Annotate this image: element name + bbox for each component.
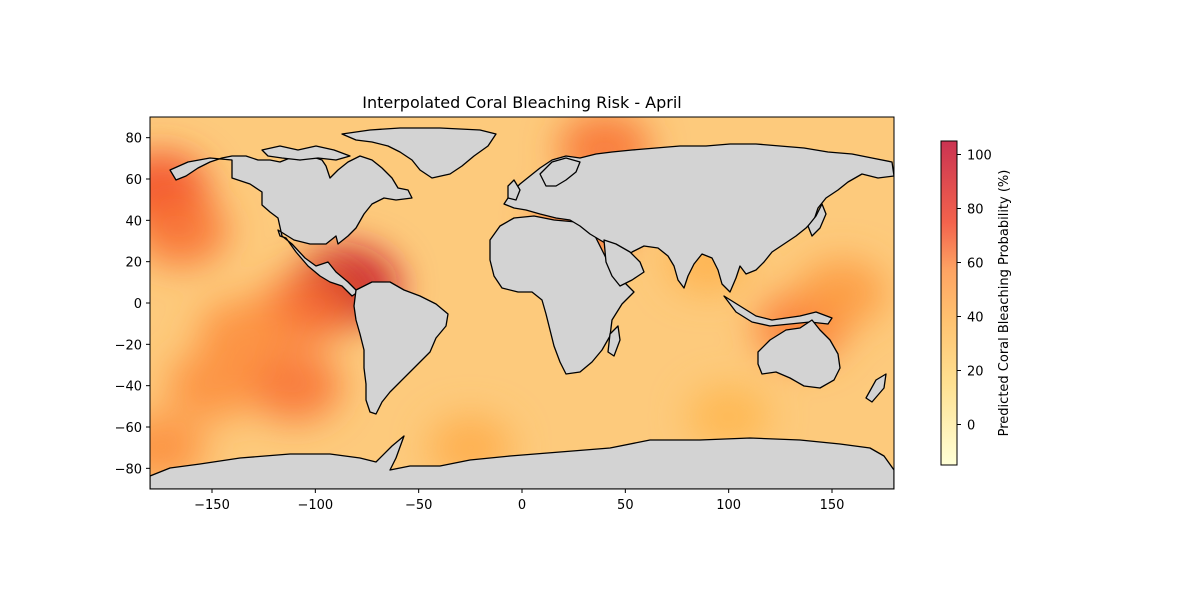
australia-landmass <box>757 319 841 389</box>
north-america-landmass <box>169 155 413 297</box>
x-axis-ticks: −150 −100 −50 0 50 100 150 <box>194 489 844 513</box>
colorbar-tick-label: 20 <box>967 365 984 380</box>
x-tick-label: 100 <box>716 498 741 513</box>
south-america-landmass <box>353 281 449 415</box>
risk-hotspot <box>248 350 342 421</box>
antarctica-landmass <box>150 435 894 489</box>
maritime-southeast-asia <box>723 295 833 327</box>
risk-hotspot <box>687 384 771 449</box>
y-tick-label: 80 <box>125 132 142 147</box>
colorbar-gradient <box>940 140 958 466</box>
arctic-islands <box>261 145 351 161</box>
risk-hotspot <box>167 351 257 420</box>
arabian-peninsula <box>603 239 645 287</box>
risk-hotspot <box>798 259 887 327</box>
y-tick-label: −40 <box>115 380 142 395</box>
x-tick-label: −50 <box>405 498 432 513</box>
y-tick-label: −80 <box>115 462 142 477</box>
colorbar-tick-label: 0 <box>967 419 975 434</box>
x-tick-label: 0 <box>518 498 526 513</box>
y-tick-label: −60 <box>115 421 142 436</box>
plot-area <box>150 117 894 489</box>
scandinavia <box>539 157 581 187</box>
y-tick-label: 0 <box>134 297 142 312</box>
x-tick-label: 50 <box>617 498 634 513</box>
madagascar-landmass <box>607 325 621 357</box>
colorbar-tick-label: 100 <box>967 149 992 164</box>
colorbar: 0 20 40 60 80 100 Predicted Coral Bleaching P… <box>940 140 1012 466</box>
risk-hotspot <box>198 299 288 369</box>
x-tick-label: 150 <box>820 498 845 513</box>
british-isles <box>507 179 521 201</box>
x-tick-label: −100 <box>297 498 333 513</box>
colorbar-tick-label: 40 <box>967 311 984 326</box>
x-tick-label: −150 <box>194 498 230 513</box>
y-tick-label: 20 <box>125 256 142 271</box>
chart-title: Interpolated Coral Bleaching Risk - Apri… <box>362 93 682 112</box>
colorbar-ticks: 0 20 40 60 80 100 <box>957 149 992 434</box>
y-tick-label: 60 <box>125 173 142 188</box>
new-zealand-landmass <box>865 373 887 403</box>
y-tick-label: −20 <box>115 338 142 353</box>
land-masses <box>150 127 894 489</box>
y-tick-label: 40 <box>125 214 142 229</box>
y-axis-ticks: 80 60 40 20 0 −20 −40 −60 −80 <box>115 132 150 477</box>
colorbar-label: Predicted Coral Bleaching Probability (%… <box>997 170 1012 437</box>
risk-hotspot <box>150 195 228 266</box>
greenland-landmass <box>341 127 497 179</box>
africa-landmass <box>489 215 635 375</box>
colorbar-tick-label: 60 <box>967 257 984 272</box>
japan-landmass <box>807 203 827 237</box>
colorbar-tick-label: 80 <box>967 203 984 218</box>
